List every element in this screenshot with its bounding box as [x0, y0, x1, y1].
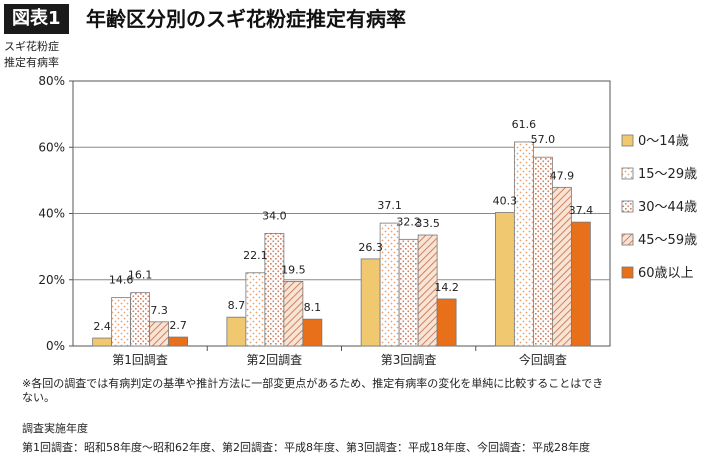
- data-label: 37.1: [377, 199, 402, 212]
- bar: [494, 212, 515, 347]
- legend-swatch: [621, 167, 634, 180]
- legend-layer: 0～14歳 15～29歳 30～44歳 45～59歳 60歳以上: [621, 134, 697, 281]
- y-tick-label: 40%: [38, 207, 65, 221]
- data-label: 32.2: [396, 215, 421, 228]
- data-label: 57.0: [531, 133, 556, 146]
- data-label: 2.4: [93, 320, 111, 333]
- y-tick-label: 60%: [38, 140, 65, 154]
- bar: [264, 232, 285, 347]
- legend-entry: 30～44歳: [638, 200, 697, 215]
- bar: [149, 321, 170, 347]
- bar: [360, 258, 381, 347]
- legend-swatch: [621, 233, 634, 246]
- data-label: 40.3: [493, 195, 518, 208]
- x-category-label: 第3回調査: [381, 353, 437, 367]
- x-category-label: 第2回調査: [247, 353, 303, 367]
- disclaimer-note: ※各回の調査では有病判定の基準や推計方法に一部変更点があるため、推定有病率の変化…: [22, 377, 604, 390]
- figure-badge: 図表1: [4, 4, 69, 34]
- bars-layer: [92, 141, 591, 347]
- labels-layer: 2.4 14.616.1 7.32.7 8.7 22.1 34.0 19.5 8.1 26.3 3…: [93, 118, 593, 333]
- bar: [130, 292, 151, 347]
- bar: [168, 336, 189, 347]
- data-label: 14.2: [434, 281, 459, 294]
- bar: [436, 298, 457, 347]
- y-axis-label: スギ花粉症: [4, 39, 59, 53]
- data-label: 37.4: [569, 204, 594, 217]
- legend-entry: 45～59歳: [638, 233, 697, 248]
- chart-title: 年齢区分別のスギ花粉症推定有病率: [86, 7, 406, 31]
- survey-years-heading: 調査実施年度: [22, 422, 88, 435]
- data-label: 7.3: [150, 304, 168, 317]
- data-label: 8.1: [304, 301, 322, 314]
- bar: [417, 234, 438, 347]
- axis-layer: スギ花粉症推定有病率 0% 20% 40% 60% 80% 第1回調査 第2回調査 第3回調査 今…: [4, 39, 567, 367]
- bar: [379, 222, 400, 347]
- y-tick-label: 0%: [46, 339, 65, 353]
- bar: [283, 281, 304, 347]
- legend-swatch: [621, 134, 634, 147]
- legend-entry: 0～14歳: [638, 134, 689, 149]
- data-label: 33.5: [415, 217, 440, 230]
- legend-swatch: [621, 266, 634, 279]
- bar-chart: 2.4 14.616.1 7.32.7 8.7 22.1 34.0 19.5 8.1 26.3 3…: [4, 39, 697, 367]
- data-label: 22.1: [243, 249, 268, 262]
- data-label: 34.0: [262, 209, 287, 222]
- bar: [513, 141, 534, 347]
- disclaimer-note-continued: ない。: [22, 391, 55, 404]
- bar: [398, 238, 419, 347]
- data-label: 19.5: [281, 263, 306, 276]
- y-tick-label: 20%: [38, 273, 65, 287]
- data-label: 16.1: [128, 269, 153, 282]
- data-label: 14.6: [109, 274, 134, 287]
- bar: [570, 221, 591, 347]
- data-label: 47.9: [550, 169, 575, 182]
- x-category-label: 今回調査: [519, 352, 567, 367]
- data-label: 26.3: [358, 241, 383, 254]
- data-label: 8.7: [228, 299, 246, 312]
- legend-entry: 15～29歳: [638, 167, 697, 182]
- y-axis-label: 推定有病率: [4, 55, 59, 69]
- legend-swatch: [621, 200, 634, 213]
- bar: [92, 337, 113, 347]
- y-tick-label: 80%: [38, 74, 65, 88]
- figure-header: 図表1 年齢区分別のスギ花粉症推定有病率: [0, 0, 710, 38]
- legend-entry: 60歳以上: [638, 266, 694, 281]
- bar: [226, 316, 247, 347]
- x-category-label: 第1回調査: [112, 353, 168, 367]
- bar: [302, 318, 323, 347]
- bar: [111, 297, 132, 347]
- data-label: 2.7: [169, 319, 187, 332]
- data-label: 61.6: [512, 118, 537, 131]
- bar: [532, 156, 553, 347]
- survey-years-detail: 第1回調査：昭和58年度～昭和62年度、第2回調査：平成8年度、第3回調査：平成…: [22, 441, 590, 454]
- bar: [245, 272, 266, 347]
